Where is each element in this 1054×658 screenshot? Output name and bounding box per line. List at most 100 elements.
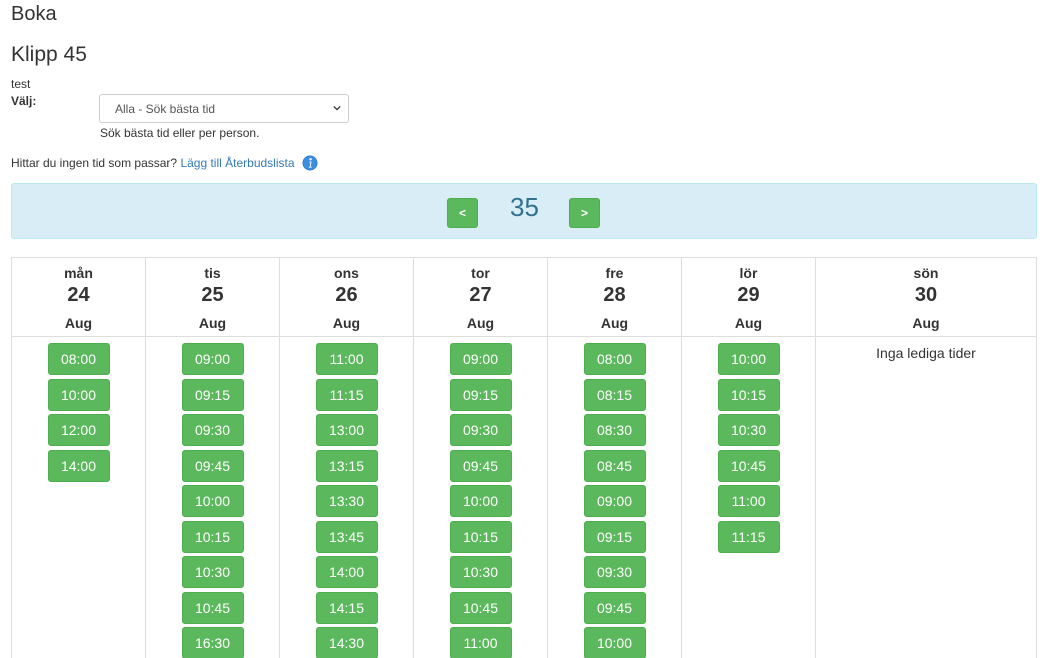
time-slot-button[interactable]: 09:15 (181, 378, 244, 411)
time-slot-button[interactable]: 08:00 (583, 343, 646, 375)
day-name: ons (334, 265, 359, 281)
week-navigator: < 35 > (11, 183, 1037, 239)
day-name: lör (739, 265, 758, 281)
staff-select-help: Sök bästa tid eller per person. (100, 126, 260, 140)
staff-select[interactable]: Alla - Sök bästa tid (99, 94, 349, 123)
staff-select-label: Välj: (11, 94, 37, 108)
time-slot-button[interactable]: 13:15 (315, 449, 378, 482)
time-slot-button[interactable]: 10:15 (181, 520, 244, 553)
time-slot-button[interactable]: 10:45 (181, 591, 244, 624)
time-slot-button[interactable]: 10:45 (449, 591, 512, 624)
time-slot-button[interactable]: 09:45 (583, 591, 646, 624)
time-slot-button[interactable]: 10:45 (717, 449, 780, 482)
day-header: lör 29 Aug (682, 258, 815, 337)
chevron-down-icon (333, 105, 341, 111)
time-slot-button[interactable]: 11:00 (315, 343, 378, 375)
time-slot-button[interactable]: 11:15 (717, 520, 780, 553)
time-slot-button[interactable]: 14:30 (315, 627, 378, 658)
week-number: 35 (510, 192, 539, 222)
time-slot-button[interactable]: 08:00 (47, 343, 110, 375)
day-name: tor (471, 265, 490, 281)
day-column: fre 28 Aug 08:00 08:15 08:30 08:45 09:00 09:15 09… (548, 258, 682, 658)
day-month: Aug (912, 315, 940, 331)
time-slot-list: 08:00 10:00 12:00 14:00 (12, 343, 145, 485)
time-slot-list: 08:00 08:15 08:30 08:45 09:00 09:15 09:30 09:45… (548, 343, 681, 658)
time-slot-button[interactable]: 08:30 (583, 414, 646, 446)
time-slot-button[interactable]: 13:45 (315, 520, 378, 553)
day-date: 27 (469, 284, 492, 306)
time-slot-button[interactable]: 08:45 (583, 449, 646, 482)
time-slot-button[interactable]: 10:30 (449, 556, 512, 588)
day-month: Aug (466, 315, 495, 331)
day-column: tis 25 Aug 09:00 09:15 09:30 09:45 10:00 10:15 10… (146, 258, 280, 658)
time-slot-button[interactable]: 10:15 (717, 378, 780, 411)
time-slot-button[interactable]: 10:30 (717, 414, 780, 446)
time-slot-list: 10:00 10:15 10:30 10:45 11:00 11:15 (682, 343, 815, 556)
service-name: Klipp 45 (11, 43, 87, 66)
week-calendar: mån 24 Aug 08:00 10:00 12:00 14:00 tis 25 Aug 09:0… (11, 257, 1037, 658)
day-name: tis (204, 265, 221, 281)
time-slot-button[interactable]: 10:00 (47, 378, 110, 411)
time-slot-button[interactable]: 09:45 (449, 449, 512, 482)
time-slot-button[interactable]: 14:00 (315, 556, 378, 588)
time-slot-button[interactable]: 09:30 (181, 414, 244, 446)
day-name: sön (913, 265, 939, 281)
time-slot-button[interactable]: 09:00 (449, 343, 512, 375)
time-slot-button[interactable]: 11:15 (315, 378, 378, 411)
next-week-button[interactable]: > (569, 198, 600, 228)
day-date: 29 (737, 284, 760, 306)
day-column: lör 29 Aug 10:00 10:15 10:30 10:45 11:00 11:15 (682, 258, 816, 658)
day-name: mån (64, 265, 93, 281)
time-slot-button[interactable]: 16:30 (181, 627, 244, 658)
time-slot-button[interactable]: 10:00 (449, 485, 512, 517)
time-slot-button[interactable]: 08:15 (583, 378, 646, 411)
time-slot-button[interactable]: 13:00 (315, 414, 378, 446)
day-header: tis 25 Aug (146, 258, 279, 337)
day-date: 30 (914, 284, 938, 306)
time-slot-list: 11:00 11:15 13:00 13:15 13:30 13:45 14:00 14:15… (280, 343, 413, 658)
day-month: Aug (198, 315, 227, 331)
time-slot-button[interactable]: 10:15 (449, 520, 512, 553)
time-slot-button[interactable]: 09:30 (449, 414, 512, 446)
time-slot-button[interactable]: 09:00 (583, 485, 646, 517)
time-slot-button[interactable]: 10:00 (583, 627, 646, 658)
day-header: ons 26 Aug (280, 258, 413, 337)
day-column: ons 26 Aug 11:00 11:15 13:00 13:15 13:30 13:45 14… (280, 258, 414, 658)
day-month: Aug (600, 315, 629, 331)
day-month: Aug (64, 315, 93, 331)
time-slot-button[interactable]: 11:00 (449, 627, 512, 658)
day-date: 26 (335, 284, 358, 306)
time-slot-button[interactable]: 13:30 (315, 485, 378, 517)
time-slot-button[interactable]: 10:00 (717, 343, 780, 375)
time-slot-button[interactable]: 12:00 (47, 414, 110, 446)
day-column: sön 30 Aug Inga lediga tider (816, 258, 1037, 658)
time-slot-button[interactable]: 14:15 (315, 591, 378, 624)
time-slot-button[interactable]: 14:00 (47, 449, 110, 482)
time-slot-button[interactable]: 09:15 (583, 520, 646, 553)
day-column: tor 27 Aug 09:00 09:15 09:30 09:45 10:00 10:15 10… (414, 258, 548, 658)
day-date: 28 (603, 284, 626, 306)
waitlist-question: Hittar du ingen tid som passar? (11, 156, 178, 170)
prev-week-button[interactable]: < (447, 198, 478, 228)
info-icon[interactable] (302, 155, 318, 171)
day-column: mån 24 Aug 08:00 10:00 12:00 14:00 (12, 258, 146, 658)
time-slot-list: 09:00 09:15 09:30 09:45 10:00 10:15 10:30 10:45… (414, 343, 547, 658)
day-month: Aug (734, 315, 763, 331)
waitlist-row: Hittar du ingen tid som passar? Lägg til… (11, 155, 318, 171)
time-slot-button[interactable]: 11:00 (717, 485, 780, 517)
waitlist-link[interactable]: Lägg till Återbudslista (180, 156, 295, 170)
day-header: sön 30 Aug (816, 258, 1036, 337)
day-date: 25 (201, 284, 224, 306)
time-slot-button[interactable]: 09:15 (449, 378, 512, 411)
day-name: fre (605, 265, 624, 281)
time-slot-button[interactable]: 09:45 (181, 449, 244, 482)
time-slot-button[interactable]: 09:30 (583, 556, 646, 588)
time-slot-button[interactable]: 10:00 (181, 485, 244, 517)
day-header: fre 28 Aug (548, 258, 681, 337)
no-slots-message: Inga lediga tider (876, 345, 976, 361)
day-month: Aug (332, 315, 361, 331)
day-header: tor 27 Aug (414, 258, 547, 337)
time-slot-button[interactable]: 10:30 (181, 556, 244, 588)
time-slot-button[interactable]: 09:00 (181, 343, 244, 375)
